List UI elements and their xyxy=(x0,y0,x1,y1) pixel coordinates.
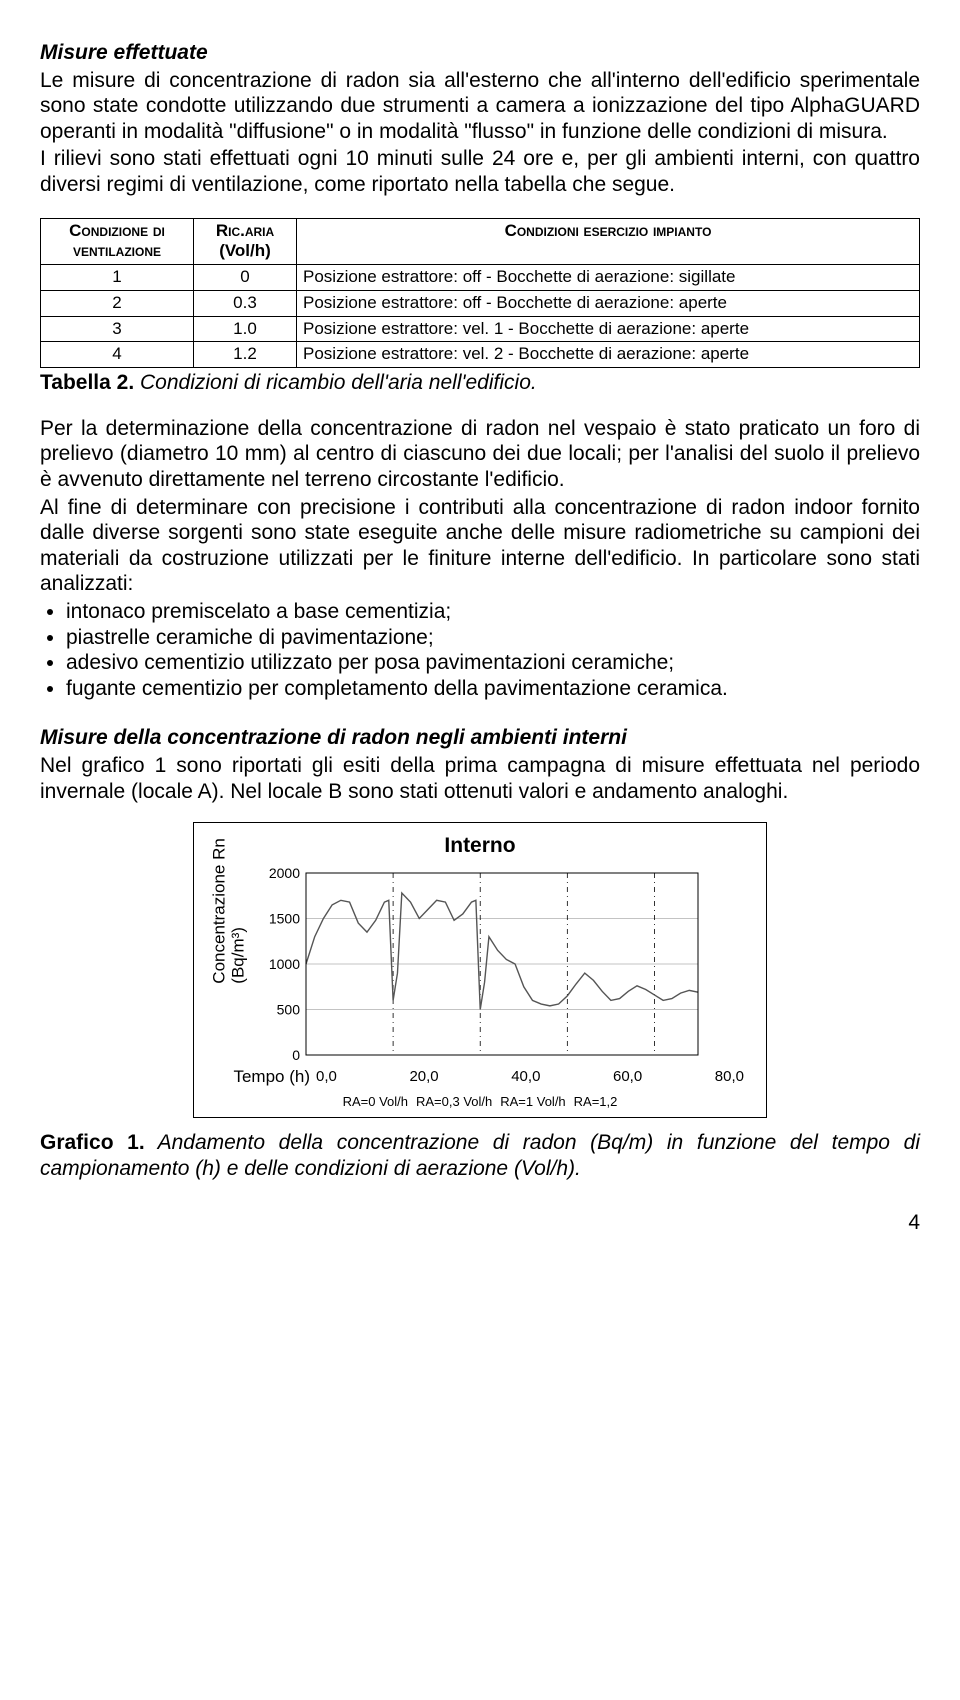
t2-caption-lead: Tabella 2. xyxy=(40,371,134,394)
para-5: Nel grafico 1 sono riportati gli esiti d… xyxy=(40,753,920,804)
table-2: Condizione diventilazione Ric.aria(Vol/h… xyxy=(40,218,920,368)
t2-caption-rest: Condizioni di ricambio dell'aria nell'ed… xyxy=(134,371,537,394)
page-number: 4 xyxy=(40,1210,920,1236)
para-4: Al fine di determinare con precisione i … xyxy=(40,495,920,597)
para-3: Per la determinazione della concentrazio… xyxy=(40,416,920,493)
para-1: Le misure di concentrazione di radon sia… xyxy=(40,68,920,145)
para-2: I rilievi sono stati effettuati ogni 10 … xyxy=(40,146,920,197)
chart-ylabel-1: Concentrazione Rn xyxy=(209,838,228,984)
section-1-title: Misure effettuate xyxy=(40,41,208,64)
table-row: 10Posizione estrattore: off - Bocchette … xyxy=(41,265,920,291)
list-item: piastrelle ceramiche di pavimentazione; xyxy=(66,625,920,651)
t2-h2a: Ric.aria xyxy=(216,221,274,240)
svg-text:1000: 1000 xyxy=(269,956,300,972)
svg-text:1500: 1500 xyxy=(269,910,300,926)
list-item: intonaco premiscelato a base cementizia; xyxy=(66,599,920,625)
section-2-title: Misure della concentrazione di radon neg… xyxy=(40,726,627,749)
t2-h2b: (Vol/h) xyxy=(219,241,271,260)
g1-caption-rest: Andamento della concentrazione di radon … xyxy=(40,1131,920,1180)
svg-text:2000: 2000 xyxy=(269,865,300,881)
t2-h3: Condizioni esercizio impianto xyxy=(505,221,712,240)
list-item: fugante cementizio per completamento del… xyxy=(66,676,920,702)
table-row: 41.2Posizione estrattore: vel. 2 - Bocch… xyxy=(41,342,920,368)
g1-caption-lead: Grafico 1. xyxy=(40,1131,145,1154)
chart-ylabel-2: (Bq/m³) xyxy=(228,927,247,984)
chart-xlabel: Tempo (h) xyxy=(210,1067,316,1088)
t2-h1a: Condizione di xyxy=(69,221,165,240)
list-item: adesivo cementizio utilizzato per posa p… xyxy=(66,650,920,676)
table-row: 20.3Posizione estrattore: off - Bocchett… xyxy=(41,290,920,316)
bullet-list: intonaco premiscelato a base cementizia;… xyxy=(40,599,920,701)
t2-h1b: ventilazione xyxy=(73,241,161,260)
chart-title: Interno xyxy=(210,833,750,859)
chart-legend: RA=0 Vol/hRA=0,3 Vol/hRA=1 Vol/hRA=1,2 xyxy=(210,1094,750,1110)
svg-text:0: 0 xyxy=(292,1047,300,1063)
chart-svg: 0 500 1000 1500 2000 xyxy=(248,865,708,1065)
table-row: 31.0Posizione estrattore: vel. 1 - Bocch… xyxy=(41,316,920,342)
svg-text:500: 500 xyxy=(277,1001,301,1017)
